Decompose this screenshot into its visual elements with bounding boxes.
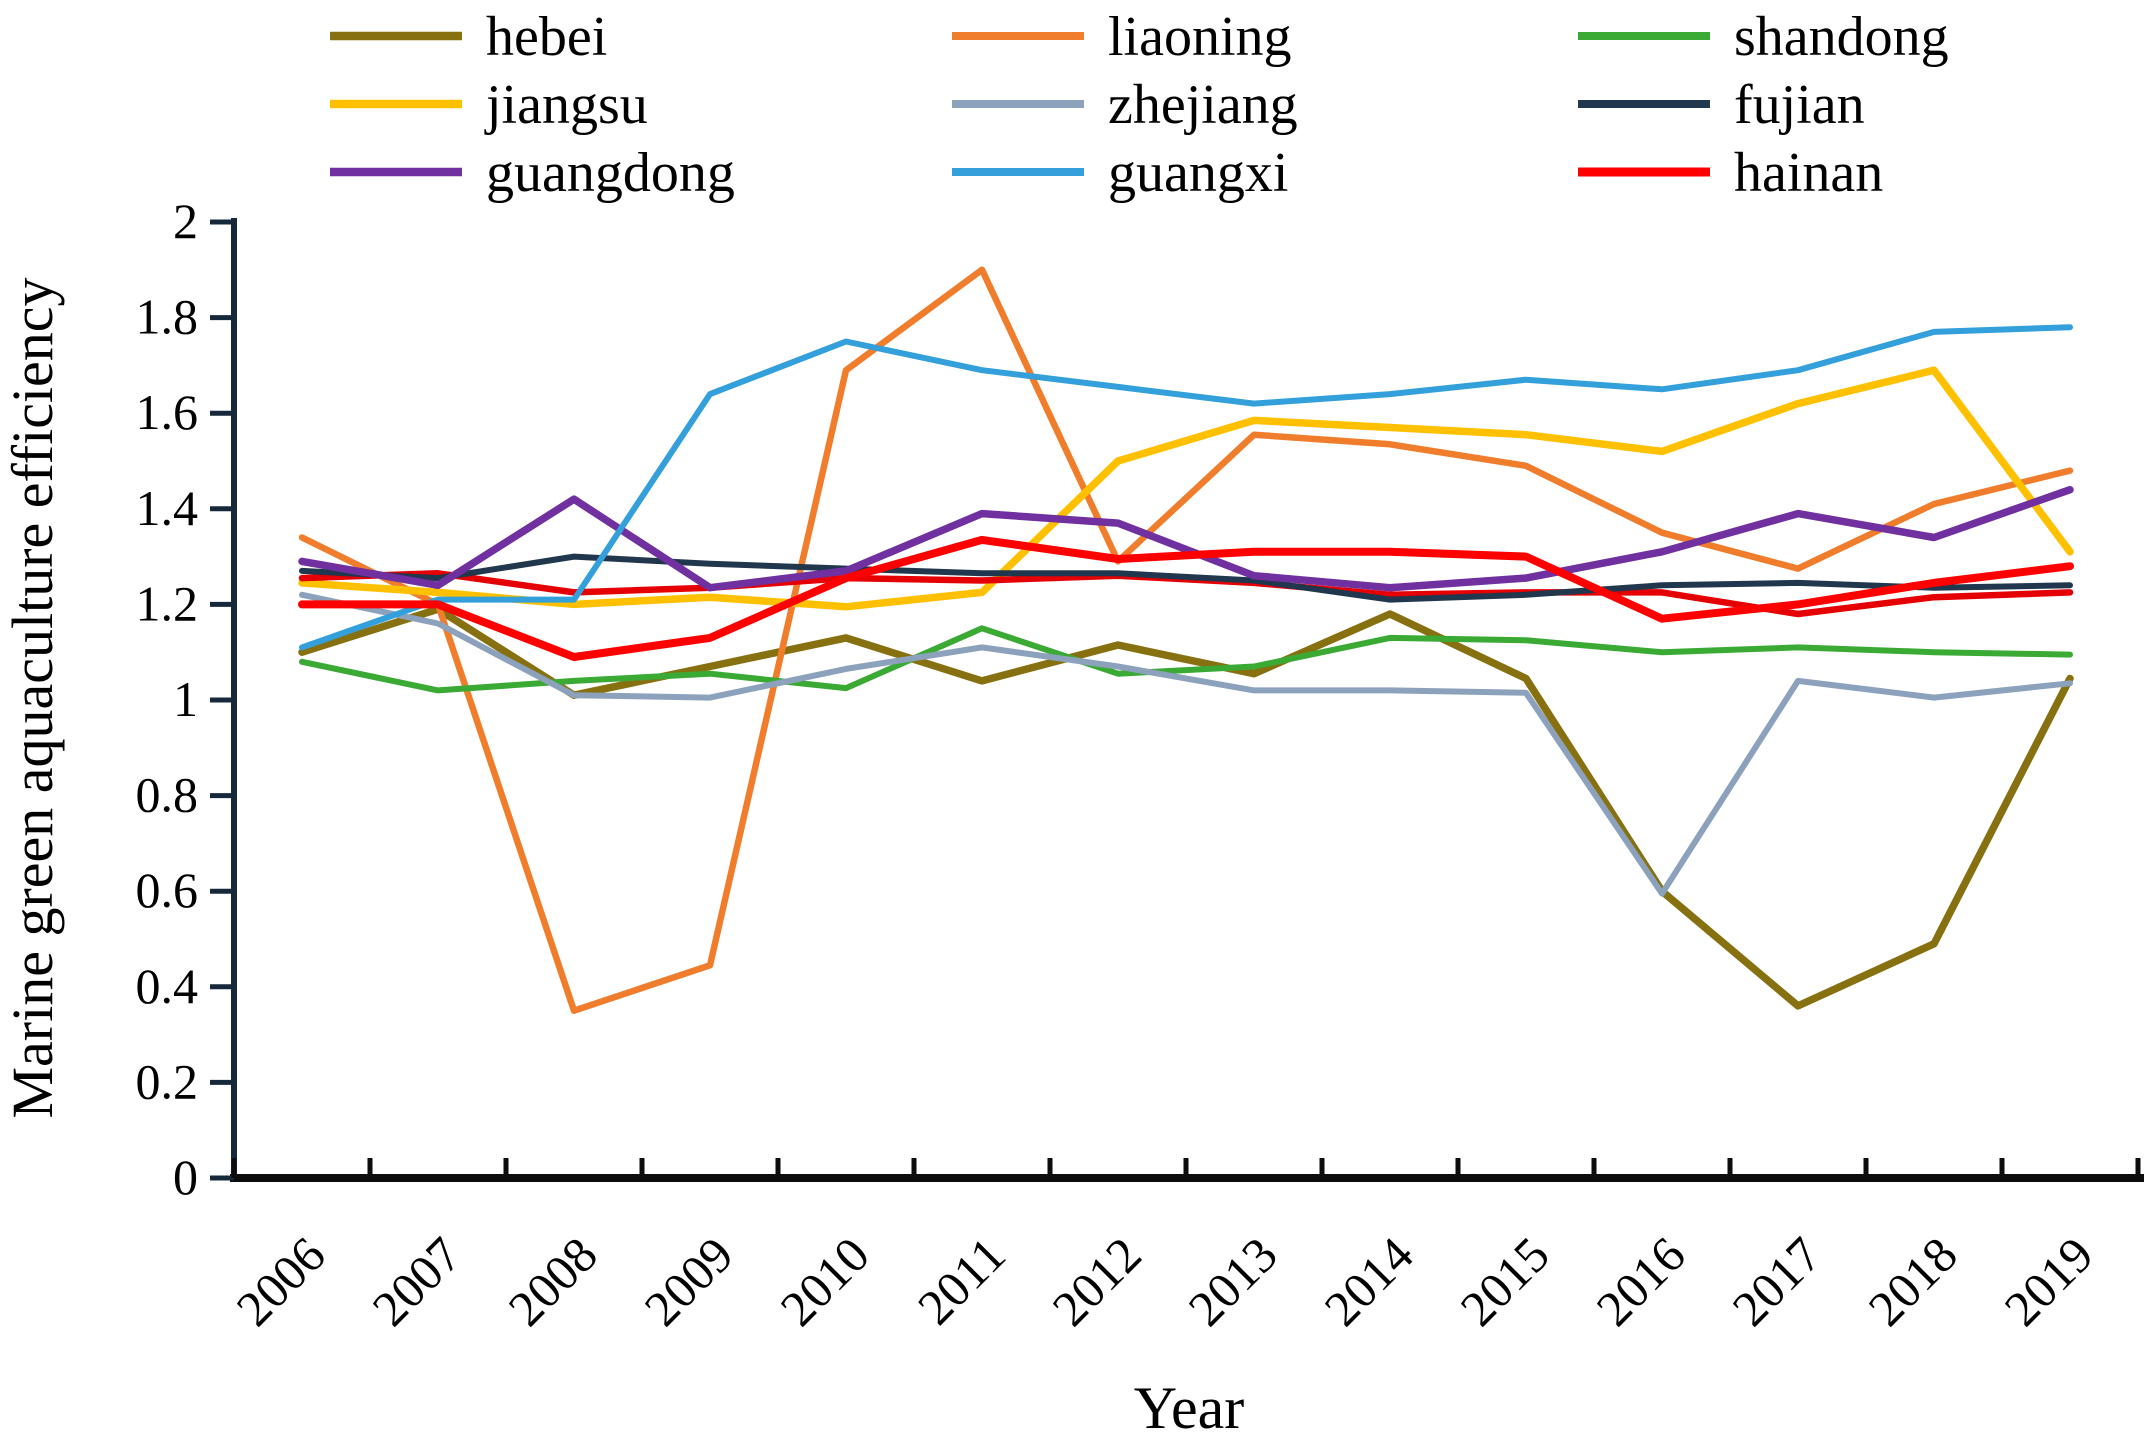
x-axis-title: Year [1134,1375,1245,1441]
y-tick-label: 1 [173,671,198,727]
legend-item-jiangsu: jiangsu [330,74,648,136]
x-tick-label: 2018 [1857,1226,1967,1336]
line-hainan [298,535,2074,661]
x-tick-label: 2008 [497,1226,607,1336]
y-tick-label: 1.2 [136,575,199,631]
y-tick-label: 0.2 [136,1053,199,1109]
legend-label-jiangsu: jiangsu [484,74,648,136]
x-tick-label: 2017 [1721,1226,1831,1336]
legend-label-shandong: shandong [1734,6,1949,68]
legend-label-hainan: hainan [1734,142,1883,204]
legend-label-fujian: fujian [1734,74,1865,136]
y-tick-label: 1.6 [136,384,199,440]
legend-item-hebei: hebei [330,6,607,68]
legend-label-guangdong: guangdong [486,142,735,204]
y-tick-label: 0.6 [136,862,199,918]
x-tick-label: 2010 [769,1226,879,1336]
y-tick-label: 0 [173,1149,198,1205]
y-tick-label: 0.4 [136,958,199,1014]
x-tick-label: 2015 [1449,1226,1559,1336]
line-shandong [299,625,2073,694]
legend-item-liaoning: liaoning [952,6,1292,68]
legend-item-zhejiang: zhejiang [952,74,1298,136]
x-tick-label: 2014 [1313,1226,1423,1336]
legend-item-shandong: shandong [1578,6,1949,68]
legend-label-liaoning: liaoning [1108,6,1292,68]
legend-label-hebei: hebei [486,6,607,68]
line-hebei [298,605,2074,1010]
line-guangdong [298,485,2074,592]
y-axis-title: Marine green aquaculture efficiency [0,277,65,1118]
legend-item-fujian: fujian [1578,74,1865,136]
x-tick-label: 2016 [1585,1226,1695,1336]
legend-item-hainan: hainan [1578,142,1883,204]
line-guangxi [299,324,2073,651]
x-tick-label: 2011 [907,1226,1016,1335]
line-jiangsu [298,366,2074,611]
x-tick-label: 2007 [361,1226,471,1336]
x-tick-label: 2012 [1041,1226,1151,1336]
line-liaoning [298,266,2074,1014]
x-tick-label: 2006 [225,1226,335,1336]
y-tick-label: 1.8 [136,289,199,345]
y-tick-label: 2 [173,193,198,249]
line-zhejiang [299,591,2073,897]
line-fujian [299,553,2073,603]
x-tick-label: 2013 [1177,1226,1287,1336]
legend-label-guangxi: guangxi [1108,142,1288,204]
legend-item-guangxi: guangxi [952,142,1288,204]
legend-item-guangdong: guangdong [330,142,735,204]
x-tick-label: 2019 [1993,1226,2103,1336]
y-tick-label: 0.8 [136,767,199,823]
legend-label-zhejiang: zhejiang [1108,74,1298,136]
y-tick-label: 1.4 [136,480,199,536]
x-tick-label: 2009 [633,1226,743,1336]
